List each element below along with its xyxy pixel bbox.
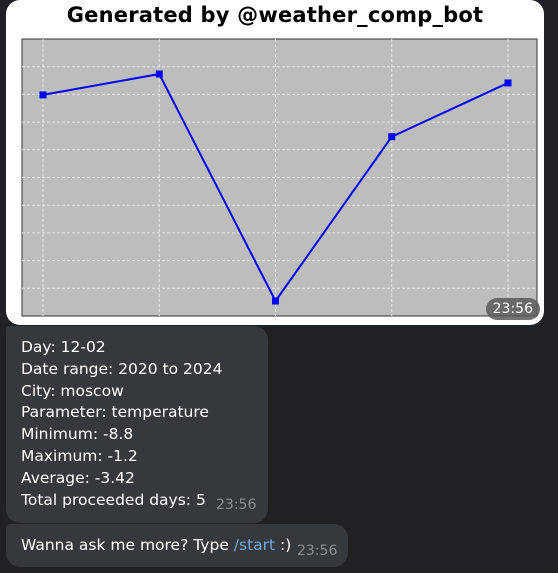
data-point [272,297,279,305]
ask-more-text-before: Wanna ask me more? Type [21,536,234,554]
chart-image-message[interactable]: Generated by @weather_comp_bot 23:56 [6,0,544,325]
data-point [504,79,512,87]
stats-line-minimum: Minimum: -8.8 [21,425,134,444]
chart-title: Generated by @weather_comp_bot [66,3,484,27]
ask-more-text-after: :) [275,536,292,554]
line-chart [21,38,538,317]
start-command-link[interactable]: /start [233,536,276,554]
stats-line-city: City: moscow [21,381,124,400]
stats-line-maximum: Maximum: -1.2 [21,446,138,465]
data-point [155,70,163,78]
stats-line-average: Average: -3.42 [21,468,135,487]
image-timestamp: 23:56 [485,298,540,320]
ask-more-message[interactable]: Wanna ask me more? Type /start :) 23:56 [6,524,348,567]
ask-more-text: Wanna ask me more? Type /start :) [21,535,291,557]
ask-more-timestamp: 23:56 [297,543,338,559]
stats-message[interactable]: Day: 12-02 Date range: 2020 to 2024 City… [6,326,268,523]
stats-line-day: Day: 12-02 [21,338,106,356]
data-point [39,91,47,99]
stats-timestamp: 23:56 [216,497,257,514]
stats-line-date-range: Date range: 2020 to 2024 [21,359,223,378]
stats-line-parameter: Parameter: temperature [21,403,209,422]
data-point [388,133,396,141]
stats-line-total-days: Total proceeded days: 5 [21,490,206,509]
